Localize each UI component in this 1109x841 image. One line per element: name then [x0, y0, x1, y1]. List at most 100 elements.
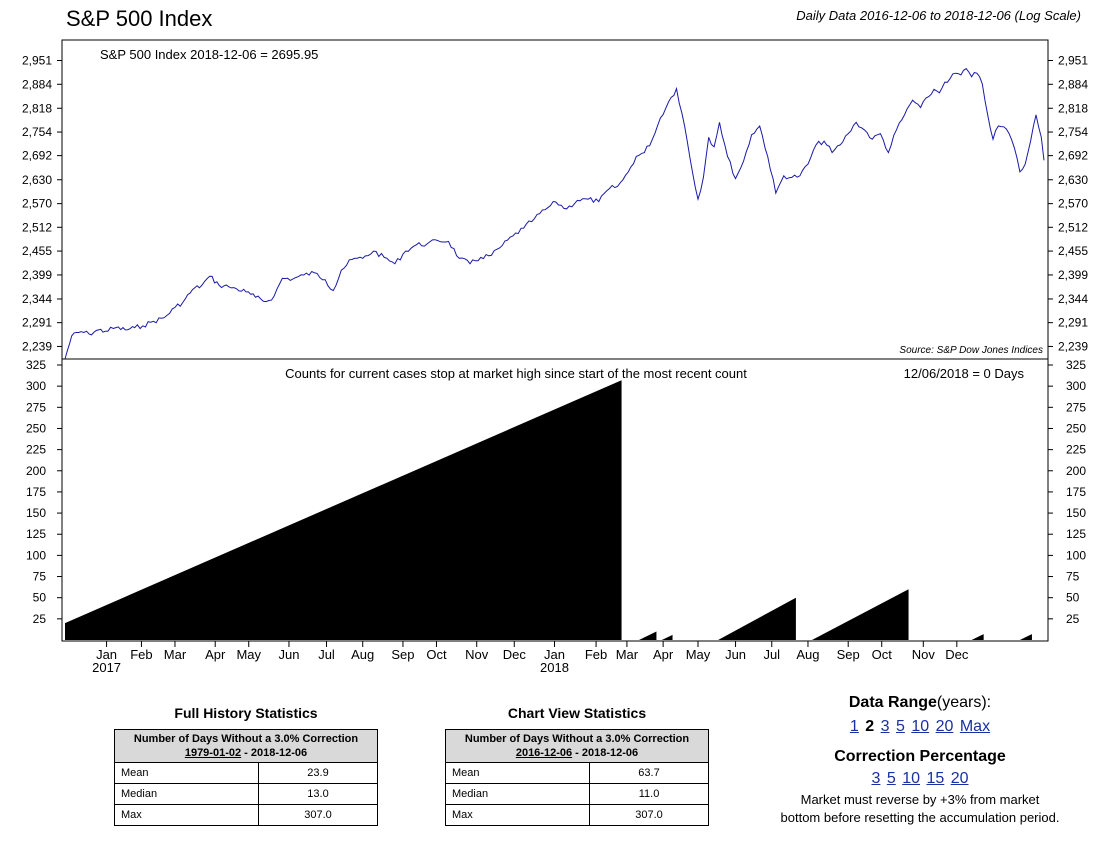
data-range-options: 1 2 3 5 10 20 Max — [750, 718, 1090, 736]
range-option-10[interactable]: 10 — [911, 718, 930, 735]
price-tick-label-right: 2,951 — [1058, 54, 1088, 68]
price-tick-label-right: 2,399 — [1058, 268, 1088, 282]
count-tick-label-right: 75 — [1066, 570, 1080, 584]
price-tick-label-left: 2,818 — [22, 101, 52, 115]
count-segment — [718, 597, 796, 640]
count-tick-label-left: 100 — [26, 548, 46, 562]
correction-option-5[interactable]: 5 — [886, 770, 896, 787]
start-date: 2016-12-06 — [515, 747, 573, 759]
source-label: Source: S&P Dow Jones Indices — [899, 345, 1043, 356]
correction-option-20[interactable]: 20 — [950, 770, 969, 787]
x-year-label: 2018 — [540, 660, 569, 675]
x-month-label: Nov — [912, 647, 936, 662]
end-date: - 2018-12-06 — [241, 747, 308, 759]
count-segment — [811, 589, 909, 640]
count-segment — [1019, 634, 1032, 640]
x-month-label: Oct — [872, 647, 893, 662]
count-tick-label-left: 275 — [26, 400, 46, 414]
x-month-label: Dec — [503, 647, 527, 662]
x-month-label: Sep — [391, 647, 414, 662]
count-tick-label-right: 150 — [1066, 506, 1086, 520]
price-tick-label-right: 2,570 — [1058, 197, 1088, 211]
range-option-2: 2 — [865, 718, 875, 735]
count-tick-label-right: 275 — [1066, 400, 1086, 414]
x-month-label: Feb — [585, 647, 607, 662]
x-month-label: Aug — [351, 647, 374, 662]
table-row: Median 13.0 — [113, 783, 378, 805]
count-tick-label-left: 225 — [26, 443, 46, 457]
price-tick-label-left: 2,692 — [22, 149, 52, 163]
price-tick-label-right: 2,291 — [1058, 316, 1088, 330]
count-tick-label-left: 300 — [26, 379, 46, 393]
x-month-label: Jan — [544, 647, 565, 662]
price-tick-label-left: 2,630 — [22, 173, 52, 187]
x-month-label: Jun — [725, 647, 746, 662]
range-option-5[interactable]: 5 — [895, 718, 905, 735]
x-month-label: May — [236, 647, 261, 662]
range-option-max[interactable]: Max — [959, 718, 991, 735]
price-tick-label-left: 2,239 — [22, 339, 52, 353]
x-month-label: Jun — [278, 647, 299, 662]
end-date: - 2018-12-06 — [572, 747, 639, 759]
range-option-3[interactable]: 3 — [880, 718, 890, 735]
count-tick-label-right: 250 — [1066, 421, 1086, 435]
count-segment — [661, 634, 673, 640]
x-month-label: Jul — [763, 647, 780, 662]
x-month-label: Mar — [164, 647, 187, 662]
count-tick-label-right: 100 — [1066, 548, 1086, 562]
x-month-label: May — [686, 647, 711, 662]
price-tick-label-left: 2,512 — [22, 220, 52, 234]
price-tick-label-right: 2,818 — [1058, 101, 1088, 115]
correction-options: 3 5 10 15 20 — [750, 770, 1090, 788]
table-row: Max 307.0 — [444, 804, 709, 826]
sp500-price-line — [64, 67, 1045, 360]
correction-note: Market must reverse by +3% from market b… — [780, 792, 1060, 825]
table-header: Number of Days Without a 3.0% Correction… — [114, 729, 378, 763]
price-tick-label-left: 2,291 — [22, 316, 52, 330]
count-tick-label-right: 50 — [1066, 591, 1080, 605]
options-panel: Data Range(years): 1 2 3 5 10 20 Max Cor… — [750, 694, 1090, 827]
price-tick-label-left: 2,884 — [22, 77, 52, 91]
count-tick-label-left: 25 — [33, 612, 47, 626]
header-text: Number of Days Without a 3.0% Correction — [464, 733, 690, 745]
range-option-20[interactable]: 20 — [935, 718, 954, 735]
chart-area: 2,239 2,239 2,291 2,291 2,344 2,344 2,399 2,399… — [22, 39, 1088, 675]
count-segment — [971, 634, 984, 640]
chart-subtitle: Daily Data 2016-12-06 to 2018-12-06 (Log… — [796, 8, 1081, 23]
data-range-heading: Data Range(years): — [848, 694, 992, 711]
price-tick-label-left: 2,344 — [22, 292, 52, 306]
x-month-label: Apr — [653, 647, 674, 662]
page-title: S&P 500 Index — [66, 6, 213, 31]
count-chart-title: Counts for current cases stop at market … — [285, 366, 747, 381]
count-tick-label-left: 75 — [33, 570, 47, 584]
correction-option-10[interactable]: 10 — [902, 770, 920, 787]
x-month-label: Jul — [318, 647, 335, 662]
x-year-label: 2017 — [92, 660, 121, 675]
x-month-label: Nov — [465, 647, 489, 662]
header-text: Number of Days Without a 3.0% Correction — [133, 733, 359, 745]
count-tick-label-left: 50 — [33, 591, 47, 605]
x-month-label: Aug — [796, 647, 819, 662]
price-plot-frame — [61, 39, 1049, 360]
count-tick-label-right: 25 — [1066, 612, 1080, 626]
price-tick-label-right: 2,754 — [1058, 125, 1088, 139]
count-tick-label-left: 250 — [26, 421, 46, 435]
correction-option-15[interactable]: 15 — [926, 770, 945, 787]
x-month-label: Dec — [945, 647, 969, 662]
count-tick-label-right: 175 — [1066, 485, 1086, 499]
price-tick-label-right: 2,630 — [1058, 173, 1088, 187]
table-row: Mean 23.9 — [113, 762, 378, 784]
x-month-label: Mar — [616, 647, 639, 662]
range-option-1[interactable]: 1 — [849, 718, 859, 735]
count-tick-label-left: 175 — [26, 485, 46, 499]
count-tick-label-left: 125 — [26, 527, 46, 541]
chart-view-panel: Chart View Statistics Number of Days Wit… — [444, 705, 709, 826]
start-date: 1979-01-02 — [184, 747, 242, 759]
price-tick-label-left: 2,951 — [22, 54, 52, 68]
price-tick-label-left: 2,570 — [22, 197, 52, 211]
correction-option-3[interactable]: 3 — [871, 770, 881, 787]
price-tick-label-right: 2,344 — [1058, 292, 1088, 306]
count-tick-label-right: 200 — [1066, 464, 1086, 478]
count-segment — [65, 380, 622, 640]
correction-heading: Correction Percentage — [834, 748, 1006, 765]
